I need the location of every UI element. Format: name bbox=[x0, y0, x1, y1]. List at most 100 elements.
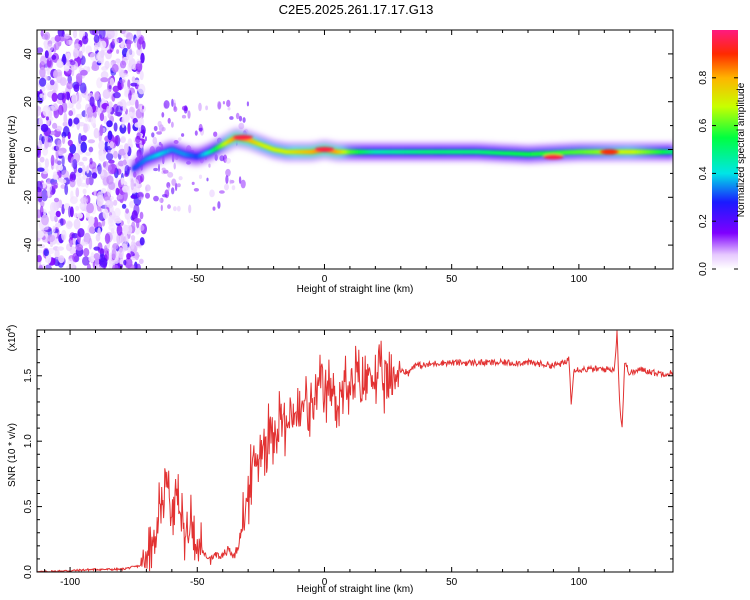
noise-blob bbox=[56, 60, 64, 68]
noise-blob bbox=[78, 161, 84, 166]
ridge-core-segment bbox=[618, 149, 622, 155]
noise-blob bbox=[38, 196, 43, 203]
noise-blob bbox=[121, 203, 127, 209]
ridge-core-segment bbox=[535, 151, 539, 157]
noise-blob bbox=[78, 133, 82, 145]
ridge-core-segment bbox=[174, 149, 179, 154]
noise-blob bbox=[106, 30, 115, 39]
noise-blob bbox=[135, 63, 141, 70]
noise-blob bbox=[69, 143, 77, 154]
ridge-core-segment bbox=[573, 149, 577, 155]
noise-blob bbox=[80, 141, 87, 153]
noise-blob bbox=[85, 177, 90, 186]
ridge-core-segment bbox=[333, 149, 337, 154]
noise-blob bbox=[100, 188, 107, 194]
noise-blob bbox=[71, 93, 78, 105]
noise-blob bbox=[108, 224, 116, 231]
ridge-core-segment bbox=[166, 148, 170, 153]
ridge-core-segment bbox=[567, 150, 571, 155]
ridge-core-segment bbox=[199, 153, 203, 158]
ridge-core-segment bbox=[258, 142, 262, 147]
noise-blob bbox=[61, 155, 65, 167]
noise-blob bbox=[56, 202, 60, 209]
noise-blob bbox=[70, 190, 74, 200]
ridge-core-segment bbox=[643, 149, 647, 155]
ridge-core-segment bbox=[207, 150, 211, 155]
noise-blob bbox=[139, 70, 144, 81]
noise-blob bbox=[225, 168, 231, 177]
noise-blob bbox=[127, 247, 131, 254]
ridge-core-segment bbox=[132, 166, 136, 171]
ridge-core-segment bbox=[356, 149, 360, 155]
noise-blob bbox=[181, 133, 185, 137]
ridge-core-segment bbox=[586, 149, 590, 155]
noise-blob bbox=[113, 37, 120, 45]
noise-blob bbox=[37, 139, 43, 150]
x-tick-label: 50 bbox=[446, 577, 458, 588]
ridge-core-segment bbox=[293, 149, 297, 155]
noise-blob bbox=[144, 136, 147, 142]
noise-blob bbox=[41, 214, 49, 226]
noise-blob bbox=[173, 206, 177, 212]
noise-blob bbox=[85, 151, 92, 156]
ridge-core-segment bbox=[494, 150, 498, 155]
ridge-core-segment bbox=[364, 149, 368, 155]
ridge-core-segment bbox=[441, 149, 445, 155]
noise-blob bbox=[187, 110, 191, 119]
noise-blob bbox=[99, 124, 104, 136]
ridge-core-segment bbox=[189, 153, 193, 158]
noise-blob bbox=[115, 187, 120, 196]
ridge-core-segment bbox=[539, 151, 543, 156]
noise-blob bbox=[108, 252, 112, 261]
noise-blob bbox=[120, 60, 127, 69]
noise-blob bbox=[173, 162, 176, 170]
noise-blob bbox=[59, 77, 67, 86]
ridge-core-segment bbox=[565, 150, 569, 155]
ridge-core-segment bbox=[490, 150, 494, 155]
noise-blob bbox=[37, 230, 45, 239]
ridge-core-segment bbox=[213, 146, 217, 152]
ridge-core-segment bbox=[425, 149, 429, 155]
noise-blob bbox=[238, 122, 245, 130]
noise-blob bbox=[75, 174, 84, 185]
noise-blob bbox=[114, 207, 121, 218]
noise-blob bbox=[63, 112, 68, 125]
ridge-core-segment bbox=[404, 149, 409, 155]
noise-blob bbox=[167, 185, 170, 192]
noise-blob bbox=[118, 247, 124, 259]
noise-blob bbox=[100, 49, 105, 59]
noise-blob bbox=[58, 150, 64, 156]
colorbar-tick-label: 0.0 bbox=[698, 262, 709, 276]
spectrogram-y-ticks: -40 -20 0 20 40 bbox=[23, 29, 673, 270]
snr-x-ticks: -100 -50 0 50 100 bbox=[44, 330, 656, 588]
ridge-core-segment bbox=[303, 149, 307, 155]
ridge-core-segment bbox=[248, 138, 252, 143]
ridge-core-segment bbox=[472, 149, 476, 155]
ridge-core-segment bbox=[191, 153, 195, 158]
noise-blob bbox=[37, 249, 43, 254]
noise-blob bbox=[128, 58, 136, 70]
noise-blob bbox=[212, 206, 216, 211]
ridge-core-segment bbox=[453, 149, 457, 155]
x-tick-label: 0 bbox=[322, 274, 328, 285]
ridge-core-segment bbox=[136, 163, 140, 168]
ridge-core-segment bbox=[388, 149, 392, 155]
ridge-core-segment bbox=[504, 151, 508, 156]
ridge-core-segment bbox=[645, 149, 649, 155]
noise-blob bbox=[178, 137, 182, 141]
noise-blob bbox=[44, 140, 49, 149]
ridge-core-segment bbox=[575, 149, 579, 155]
noise-blob bbox=[42, 225, 49, 231]
ridge-core-segment bbox=[347, 149, 352, 155]
noise-blob bbox=[128, 111, 133, 117]
noise-blob bbox=[140, 173, 145, 183]
ridge-core-segment bbox=[378, 149, 382, 155]
noise-blob bbox=[73, 43, 81, 50]
ridge-core-segment bbox=[223, 141, 227, 146]
ridge-core-segment bbox=[433, 149, 437, 155]
noise-blob bbox=[61, 170, 70, 179]
ridge-core-segment bbox=[533, 151, 537, 157]
noise-blob bbox=[80, 135, 87, 142]
ridge-core-segment bbox=[632, 149, 636, 155]
ridge-core-segment bbox=[197, 153, 201, 159]
